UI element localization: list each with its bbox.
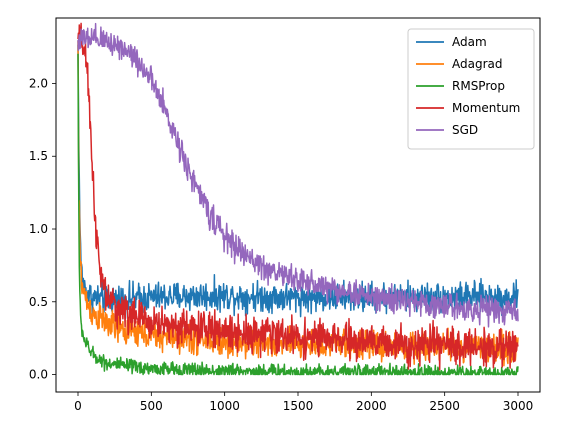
x-tick-label: 500 — [140, 399, 163, 413]
y-tick-label: 2.0 — [29, 76, 48, 90]
series-line-rmsprop — [77, 53, 519, 376]
legend-label-adam: Adam — [452, 35, 487, 49]
x-tick-label: 1000 — [209, 399, 240, 413]
legend-label-rmsprop: RMSProp — [452, 79, 505, 93]
legend-box — [407, 28, 535, 150]
legend: Adam Adagrad RMSProp Momentum SGD — [407, 28, 535, 150]
x-tick-label: 2500 — [429, 399, 460, 413]
x-tick-label: 0 — [74, 399, 82, 413]
y-axis-ticks: 0.0 0.5 1.0 1.5 2.0 — [29, 76, 56, 382]
legend-label-sgd: SGD — [452, 123, 478, 137]
x-tick-label: 1500 — [283, 399, 314, 413]
legend-label-adagrad: Adagrad — [452, 57, 503, 71]
legend-label-momentum: Momentum — [452, 101, 520, 115]
y-tick-label: 1.0 — [29, 222, 48, 236]
y-tick-label: 0.0 — [29, 368, 48, 382]
series-layer — [77, 22, 519, 376]
x-tick-label: 3000 — [503, 399, 534, 413]
x-tick-label: 2000 — [356, 399, 387, 413]
series-line-momentum — [77, 22, 519, 371]
series-line-sgd — [77, 22, 519, 328]
y-tick-label: 0.5 — [29, 295, 48, 309]
x-axis-ticks: 0 500 1000 1500 2000 2500 3000 — [74, 392, 533, 413]
y-tick-label: 1.5 — [29, 149, 48, 163]
